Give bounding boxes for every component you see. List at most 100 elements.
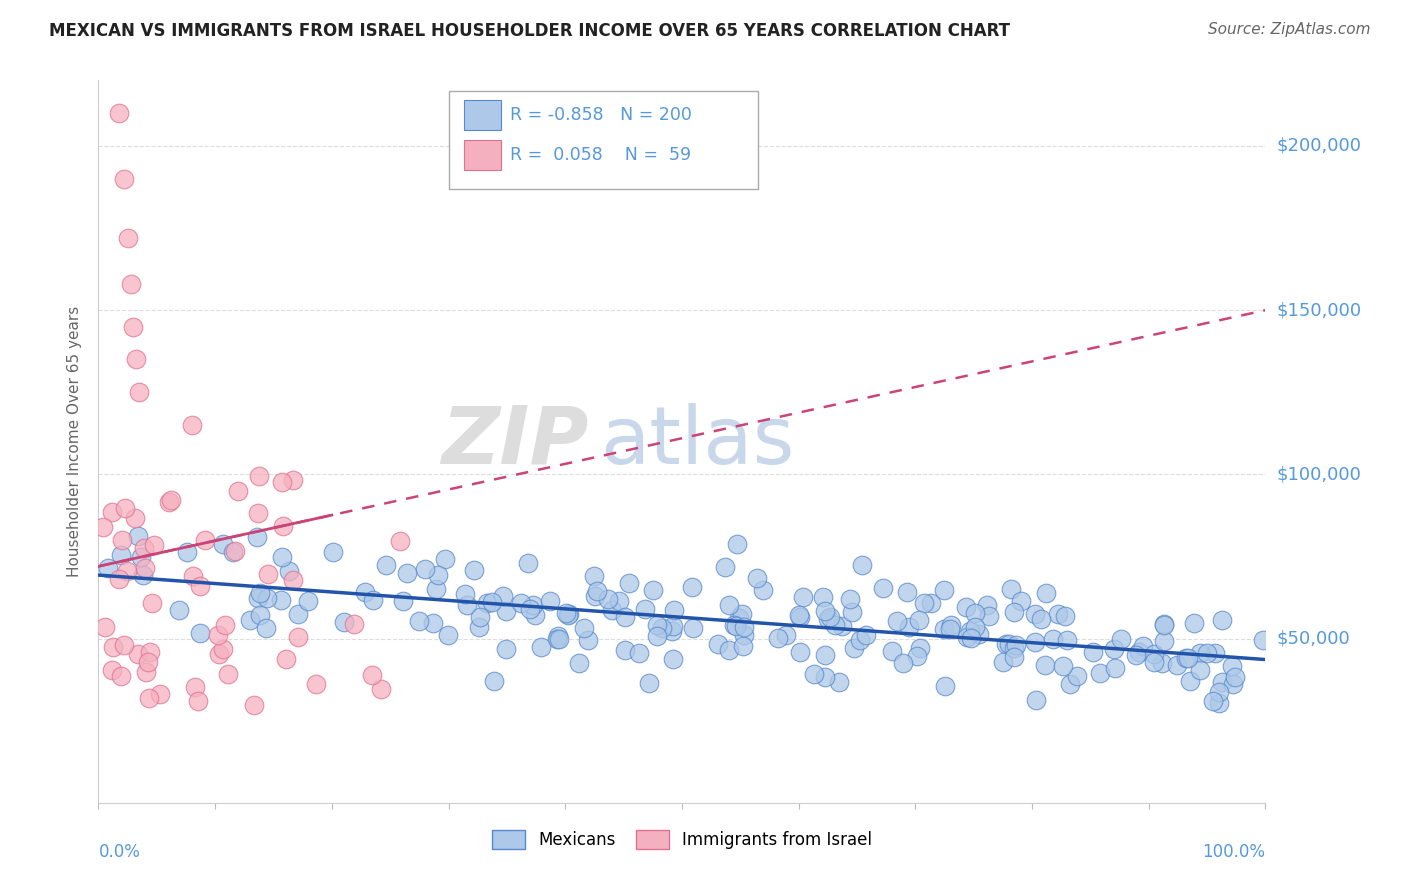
Point <box>108 572 131 586</box>
Point <box>939 617 962 632</box>
Point <box>723 617 745 632</box>
Point <box>408 614 430 628</box>
Point <box>932 583 955 598</box>
Point <box>814 648 837 662</box>
Point <box>842 641 865 656</box>
Point <box>281 473 304 487</box>
Point <box>1153 618 1175 632</box>
Point <box>955 630 977 644</box>
Text: 100.0%: 100.0% <box>1202 843 1265 861</box>
Point <box>976 598 998 612</box>
Text: 0.0%: 0.0% <box>98 843 141 861</box>
Point <box>1056 633 1078 648</box>
Point <box>645 617 668 632</box>
Text: $100,000: $100,000 <box>1277 466 1361 483</box>
Point <box>934 622 956 636</box>
Point <box>998 637 1021 651</box>
Point <box>908 613 931 627</box>
Point <box>934 679 956 693</box>
Point <box>547 629 569 643</box>
Point <box>257 566 280 581</box>
Point <box>454 587 477 601</box>
Point <box>207 628 229 642</box>
Point <box>181 568 204 582</box>
Point <box>297 594 319 608</box>
Point <box>413 561 436 575</box>
Point <box>112 171 135 186</box>
Point <box>662 652 685 666</box>
Point <box>1002 650 1025 665</box>
Point <box>495 642 517 657</box>
Point <box>838 591 860 606</box>
Point <box>896 585 918 599</box>
Point <box>222 545 245 559</box>
Point <box>1042 632 1064 646</box>
Point <box>717 598 740 612</box>
Point <box>959 631 981 645</box>
Point <box>111 533 134 547</box>
Point <box>841 605 863 619</box>
Point <box>1002 605 1025 619</box>
Point <box>1211 675 1233 690</box>
Point <box>905 649 928 664</box>
Point <box>1225 670 1247 684</box>
Point <box>138 690 160 705</box>
Point <box>645 629 668 643</box>
Point <box>600 603 623 617</box>
Point <box>607 594 630 608</box>
Point <box>522 598 544 612</box>
Point <box>596 591 619 606</box>
Point <box>463 563 485 577</box>
Point <box>97 560 120 574</box>
Point <box>752 583 775 598</box>
Point <box>1166 657 1188 672</box>
Point <box>530 640 553 654</box>
Point <box>1182 615 1205 630</box>
Point <box>803 666 825 681</box>
Point <box>361 668 384 682</box>
Point <box>891 656 914 670</box>
Point <box>725 537 748 551</box>
Point <box>1175 650 1198 665</box>
Point <box>283 573 305 587</box>
Point <box>717 643 740 657</box>
Point <box>1010 594 1032 608</box>
Point <box>188 579 211 593</box>
Point <box>789 608 811 623</box>
Point <box>228 483 250 498</box>
Point <box>714 560 737 574</box>
Point <box>127 529 149 543</box>
Point <box>775 628 797 642</box>
Point <box>1188 646 1211 660</box>
Point <box>583 590 606 604</box>
Point <box>582 568 605 582</box>
Point <box>813 590 835 604</box>
Point <box>967 627 990 641</box>
Point <box>1222 677 1244 691</box>
Point <box>920 596 942 610</box>
Point <box>994 637 1017 651</box>
Point <box>287 607 309 621</box>
Point <box>103 640 125 654</box>
Point <box>127 647 149 661</box>
Point <box>108 106 131 120</box>
Point <box>1004 638 1026 652</box>
Point <box>246 530 269 544</box>
Point <box>651 621 673 635</box>
Point <box>129 549 152 564</box>
Point <box>1211 613 1233 627</box>
Text: R =  0.058    N =  59: R = 0.058 N = 59 <box>510 146 692 164</box>
Point <box>1000 582 1022 597</box>
Point <box>1002 641 1025 656</box>
Point <box>908 641 931 656</box>
Point <box>733 628 755 642</box>
Point <box>641 582 664 597</box>
Point <box>495 604 517 618</box>
Point <box>188 626 211 640</box>
Point <box>1208 685 1230 699</box>
Point <box>94 620 117 634</box>
Point <box>849 632 872 647</box>
Point <box>1109 632 1132 646</box>
Point <box>322 544 344 558</box>
Point <box>1035 586 1057 600</box>
